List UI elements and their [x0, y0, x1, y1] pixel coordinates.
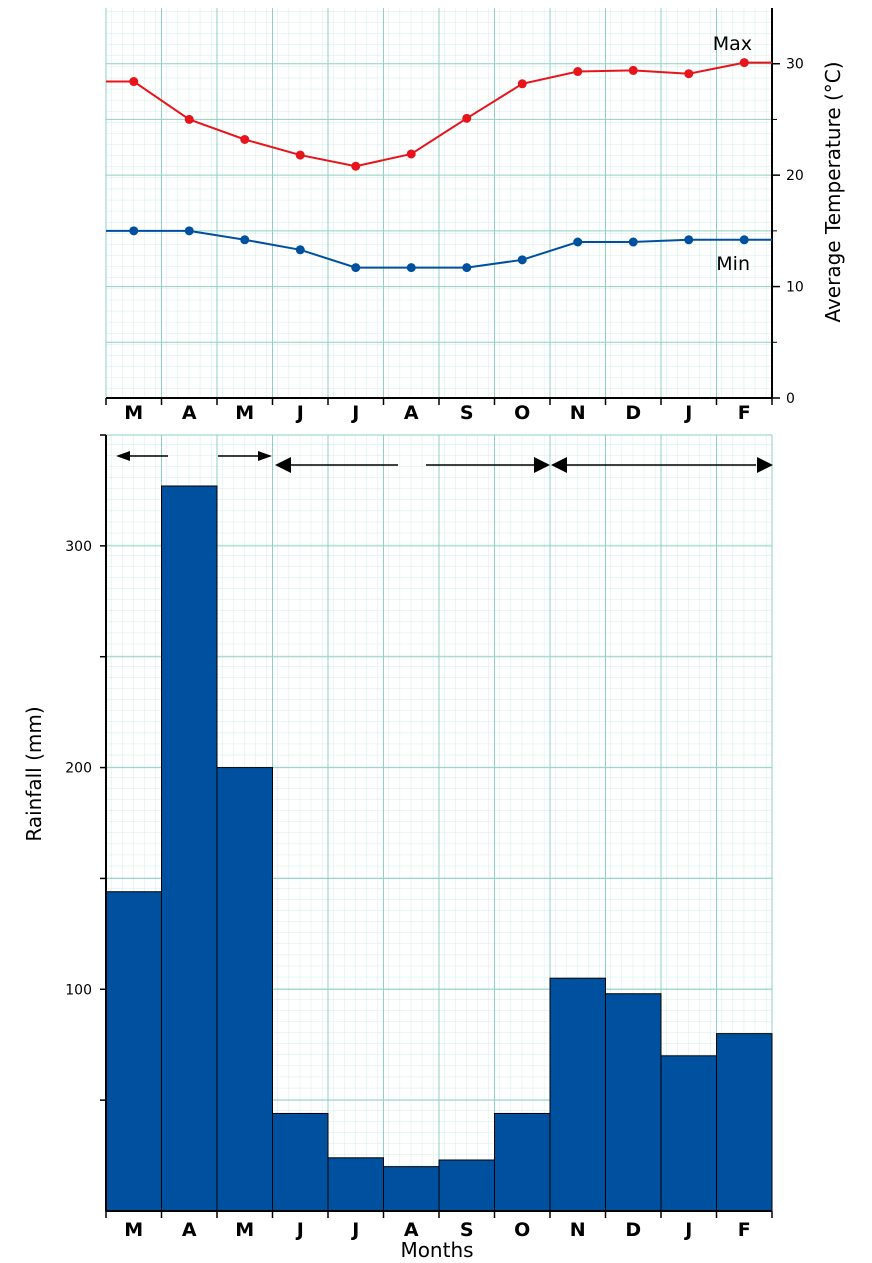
data-point-max [129, 77, 139, 87]
data-point-min [406, 263, 416, 273]
rainfall-bar [383, 1166, 440, 1212]
month-label: O [514, 1219, 530, 1241]
rainfall-bar [272, 1112, 329, 1212]
month-label: S [460, 1219, 474, 1241]
month-label: S [460, 402, 474, 424]
data-point-max [240, 134, 250, 144]
rainfall-bar [105, 891, 162, 1212]
month-label: A [404, 1219, 419, 1241]
month-label: O [514, 402, 530, 424]
rainfall-tick-label: 200 [65, 761, 92, 777]
data-point-min [573, 237, 583, 247]
month-label: M [124, 1219, 143, 1241]
data-point-min [240, 235, 250, 245]
month-label: J [683, 1219, 692, 1241]
data-point-min [129, 226, 139, 236]
data-point-max [351, 161, 361, 171]
rainfall-x-axis-title: Months [400, 1238, 473, 1262]
rainfall-bar [161, 485, 218, 1212]
rainfall-bar [494, 1112, 551, 1212]
data-point-max [517, 79, 527, 89]
month-label: A [182, 402, 197, 424]
data-point-max [739, 58, 749, 68]
series-label-min: Min [716, 253, 750, 275]
rainfall-y-ticks: 100 200 300 [65, 434, 106, 1101]
month-label: M [235, 402, 254, 424]
month-label: J [295, 1219, 304, 1241]
rainfall-bar [549, 977, 606, 1212]
rainfall-bar [327, 1157, 384, 1212]
data-point-min [295, 245, 305, 255]
month-label: J [350, 402, 359, 424]
rainfall-bar [438, 1159, 495, 1212]
series-line-max [106, 61, 772, 168]
rainfall-bar [660, 1055, 717, 1212]
month-label: N [570, 1219, 586, 1241]
month-label: A [182, 1219, 197, 1241]
month-label: M [124, 402, 143, 424]
month-label: J [295, 402, 304, 424]
data-point-max [573, 67, 583, 77]
rainfall-bar [216, 767, 273, 1212]
temperature-tick-label: 20 [786, 168, 804, 184]
temperature-axis-title: Average Temperature (°C) [821, 61, 845, 322]
temperature-chart: 0 10 20 30 M A M J J A S O N D J F Max Min Average Temp… [105, 8, 845, 424]
month-label: M [235, 1219, 254, 1241]
data-point-max [295, 150, 305, 160]
data-point-min [351, 263, 361, 273]
data-point-max [406, 149, 416, 159]
data-point-max [462, 113, 472, 123]
temperature-tick-label: 30 [786, 57, 804, 73]
month-label: F [738, 402, 751, 424]
temperature-series: Max Min [106, 33, 772, 275]
series-line-min [106, 229, 772, 269]
rainfall-chart: 100 200 300 M A M J J A S O N D J F Rainfall (mm) Mon… [22, 434, 773, 1262]
temperature-tick-label: 10 [786, 280, 804, 296]
data-point-min [517, 255, 527, 265]
temperature-major-grid [105, 8, 772, 398]
rainfall-tick-label: 300 [65, 539, 92, 555]
rainfall-tick-label: 100 [65, 982, 92, 998]
series-label-max: Max [713, 33, 752, 55]
month-label: N [570, 402, 586, 424]
data-point-min [462, 263, 472, 273]
data-point-min [739, 235, 749, 245]
season-arrows [116, 451, 773, 473]
data-point-max [684, 69, 694, 79]
data-point-min [184, 226, 194, 236]
temperature-y-ticks: 0 10 20 30 [772, 57, 804, 407]
data-point-min [628, 237, 638, 247]
month-label: J [350, 1219, 359, 1241]
month-label: F [738, 1219, 751, 1241]
month-label: D [625, 402, 641, 424]
rainfall-axis-title: Rainfall (mm) [22, 706, 46, 841]
data-point-max [628, 65, 638, 75]
data-point-min [684, 235, 694, 245]
rainfall-bar [605, 993, 662, 1212]
month-label: J [683, 402, 692, 424]
rainfall-bar [716, 1033, 773, 1212]
temperature-tick-label: 0 [786, 391, 795, 407]
month-label: D [625, 1219, 641, 1241]
month-label: A [404, 402, 419, 424]
data-point-max [184, 114, 194, 124]
